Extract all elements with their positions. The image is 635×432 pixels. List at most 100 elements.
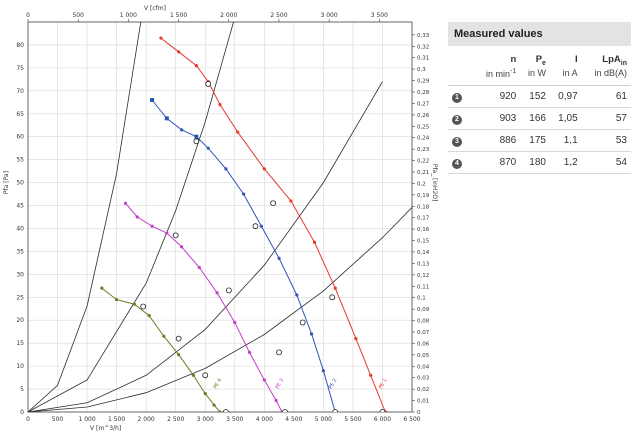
header-n: n [510,54,517,65]
operating-point [276,349,282,356]
right-tick-label: 0,3 [417,67,426,73]
panel-title: Measured values [448,22,631,46]
operating-point [193,138,200,145]
series-point [115,297,119,302]
operating-point [379,409,386,412]
right-tick-label: 0,24 [417,136,430,142]
plot-frame [27,21,413,413]
curve-label: PE 2 [328,378,339,390]
series-line-1 [160,37,386,412]
measured-values-table: n Pe I LpAin in min-1 in W in A in dB(A)… [448,46,631,174]
series-point [215,291,219,295]
x-tick-label: 5 000 [315,416,332,423]
table-row: 3 886 175 1,1 53 [448,129,631,152]
series-point [162,334,166,338]
curve-label: PE 1 [378,378,389,390]
operating-point [329,294,336,301]
performance-chart: 0 500 1 000 1 500 2 000 2 500 3 000 3 500 4 000 4… [3,5,438,432]
series-point [289,199,293,203]
x-tick-label: 4 500 [285,416,302,423]
x-tick-label: 500 [52,416,64,423]
right-tick-label: 0,06 [417,341,430,347]
x-tick-label: 4 000 [256,416,273,423]
right-tick-label: 0,13 [417,261,430,267]
row-number-badge: 1 [452,92,462,103]
operating-point [223,409,229,412]
series-point [236,130,240,134]
top-tick-label: 1 500 [170,12,187,19]
right-tick-label: 0,15 [417,239,430,245]
cell-i: 1,2 [549,151,582,174]
top-tick-label: 2 000 [220,12,237,19]
y-tick-label: 45 [16,203,24,210]
y-tick-label: 35 [16,248,24,255]
right-tick-label: 0,33 [417,33,430,39]
series-line-4 [101,287,221,412]
x-tick-label: 3 000 [197,416,214,423]
grid [27,21,413,413]
top-tick-label: 3 000 [321,12,338,19]
right-tick-label: 0,16 [417,227,430,233]
operating-point [175,335,182,342]
operating-point [282,409,288,412]
system-curve-1 [28,22,142,412]
series-point [132,302,136,306]
x-tick-label: 3 500 [226,416,243,423]
series-point [194,134,199,139]
series-point [224,167,228,171]
row-number-badge: 2 [452,114,462,125]
header-row: n Pe I LpAin [448,46,631,67]
y-tick-label: 40 [16,225,24,232]
top-tick-label: 500 [72,12,84,19]
series-line-3 [125,202,283,412]
curve-label: PE 3 [275,378,286,390]
right-tick-label: 0,21 [417,170,429,176]
right-tick-label: 0,17 [417,216,430,222]
operating-point [252,223,259,230]
right-tick-label: 0,02 [417,387,429,393]
measured-values-panel: Measured values n Pe I LpAin in min-1 in… [448,22,631,174]
cell-pe: 175 [520,129,550,152]
series-point [218,102,222,107]
x-tick-label: 6 000 [374,416,391,423]
series-point [233,320,237,325]
y-tick-label: 75 [16,65,24,72]
right-tick-label: 0,28 [417,90,430,96]
top-tick-label: 2 500 [270,12,287,19]
plot-area: PE 1 PE 2 PE 3 PE 4 [28,22,412,412]
right-tick-label: 0,25 [417,124,430,130]
top-tick-label: 1 000 [120,12,137,19]
right-tick-label: 0,2 [417,181,426,187]
series-point [159,36,163,40]
row-number-badge: 3 [452,136,462,147]
right-tick-label: 0,11 [417,284,429,290]
right-tick-label: 0,31 [417,56,429,62]
right-tick-label: 0,12 [417,273,429,279]
series-point [309,332,314,336]
x-tick-label: 1 500 [108,416,125,423]
series-point [262,167,266,171]
top-tick-label: 0 [26,12,30,19]
cell-lpa: 61 [581,85,631,108]
right-tick-label: 0,07 [417,330,430,336]
unit-pe: in W [520,66,550,86]
x-tick-label: 6 500 [403,416,420,423]
series-point [203,392,207,396]
series-point [277,256,281,260]
right-tick-label: 0,03 [417,376,430,382]
series-point [147,314,151,318]
y-tick-label: 65 [16,111,24,118]
right-tick-label: 0,23 [417,147,430,153]
series-point [180,245,184,249]
right-tick-label: 0,27 [417,101,430,107]
y-tick-label: 50 [16,180,24,187]
right-tick-label: 0,22 [417,159,429,165]
series-line-2 [151,99,336,412]
table-row: 2 903 166 1,05 57 [448,107,631,130]
series-point [295,293,299,297]
y-tick-label: 15 [16,340,24,347]
header-i: I [575,54,578,65]
cell-lpa: 53 [581,129,631,152]
unit-lpa: in dB(A) [581,66,631,86]
series-point [206,146,210,150]
